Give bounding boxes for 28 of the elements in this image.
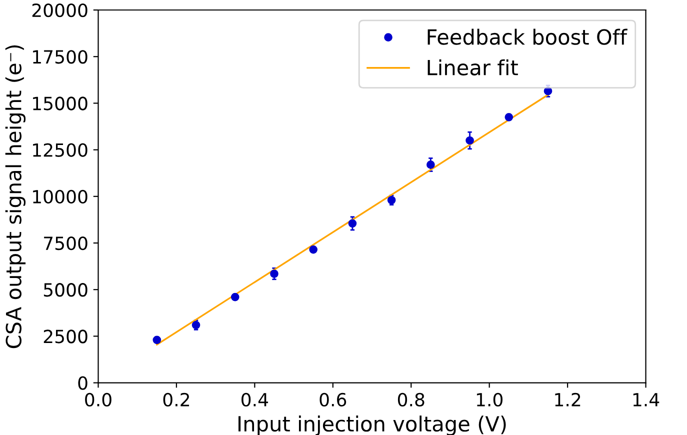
x-tick-label: 1.2: [555, 392, 580, 406]
y-tick-label: 17500: [33, 50, 88, 64]
x-tick-label: 0.2: [163, 392, 190, 406]
point: [270, 270, 278, 278]
y-tick-label: 5000: [44, 283, 88, 297]
x-tick-label: 0.4: [242, 392, 268, 406]
point: [230, 292, 240, 302]
y-tick-label: 7500: [44, 236, 88, 250]
x-tick-label: 0.0: [85, 392, 112, 406]
y-tick-label: 15000: [33, 96, 88, 110]
point: [504, 113, 514, 122]
y-axis-title: CSA output signal height (e⁻): [5, 45, 26, 348]
y-tick-label: 10000: [33, 190, 88, 204]
point: [426, 160, 435, 169]
x-tick-label: 0.8: [398, 392, 424, 406]
x-tick-label: 1.4: [633, 393, 660, 406]
x-tick-label: 1.0: [476, 392, 502, 406]
point: [309, 245, 318, 254]
point: [466, 136, 474, 145]
x-tick-label: 0.6: [320, 392, 346, 406]
y-tick-label: 12500: [33, 143, 88, 157]
legend-label: Linear fit: [428, 59, 518, 76]
y-tick-label: 2500: [44, 330, 88, 344]
legend-label: Feedback boost Off: [428, 28, 628, 45]
point: [348, 219, 357, 228]
point: [152, 336, 162, 344]
y-tick-label: 20000: [32, 3, 88, 18]
y-tick-label: 0: [78, 376, 88, 390]
